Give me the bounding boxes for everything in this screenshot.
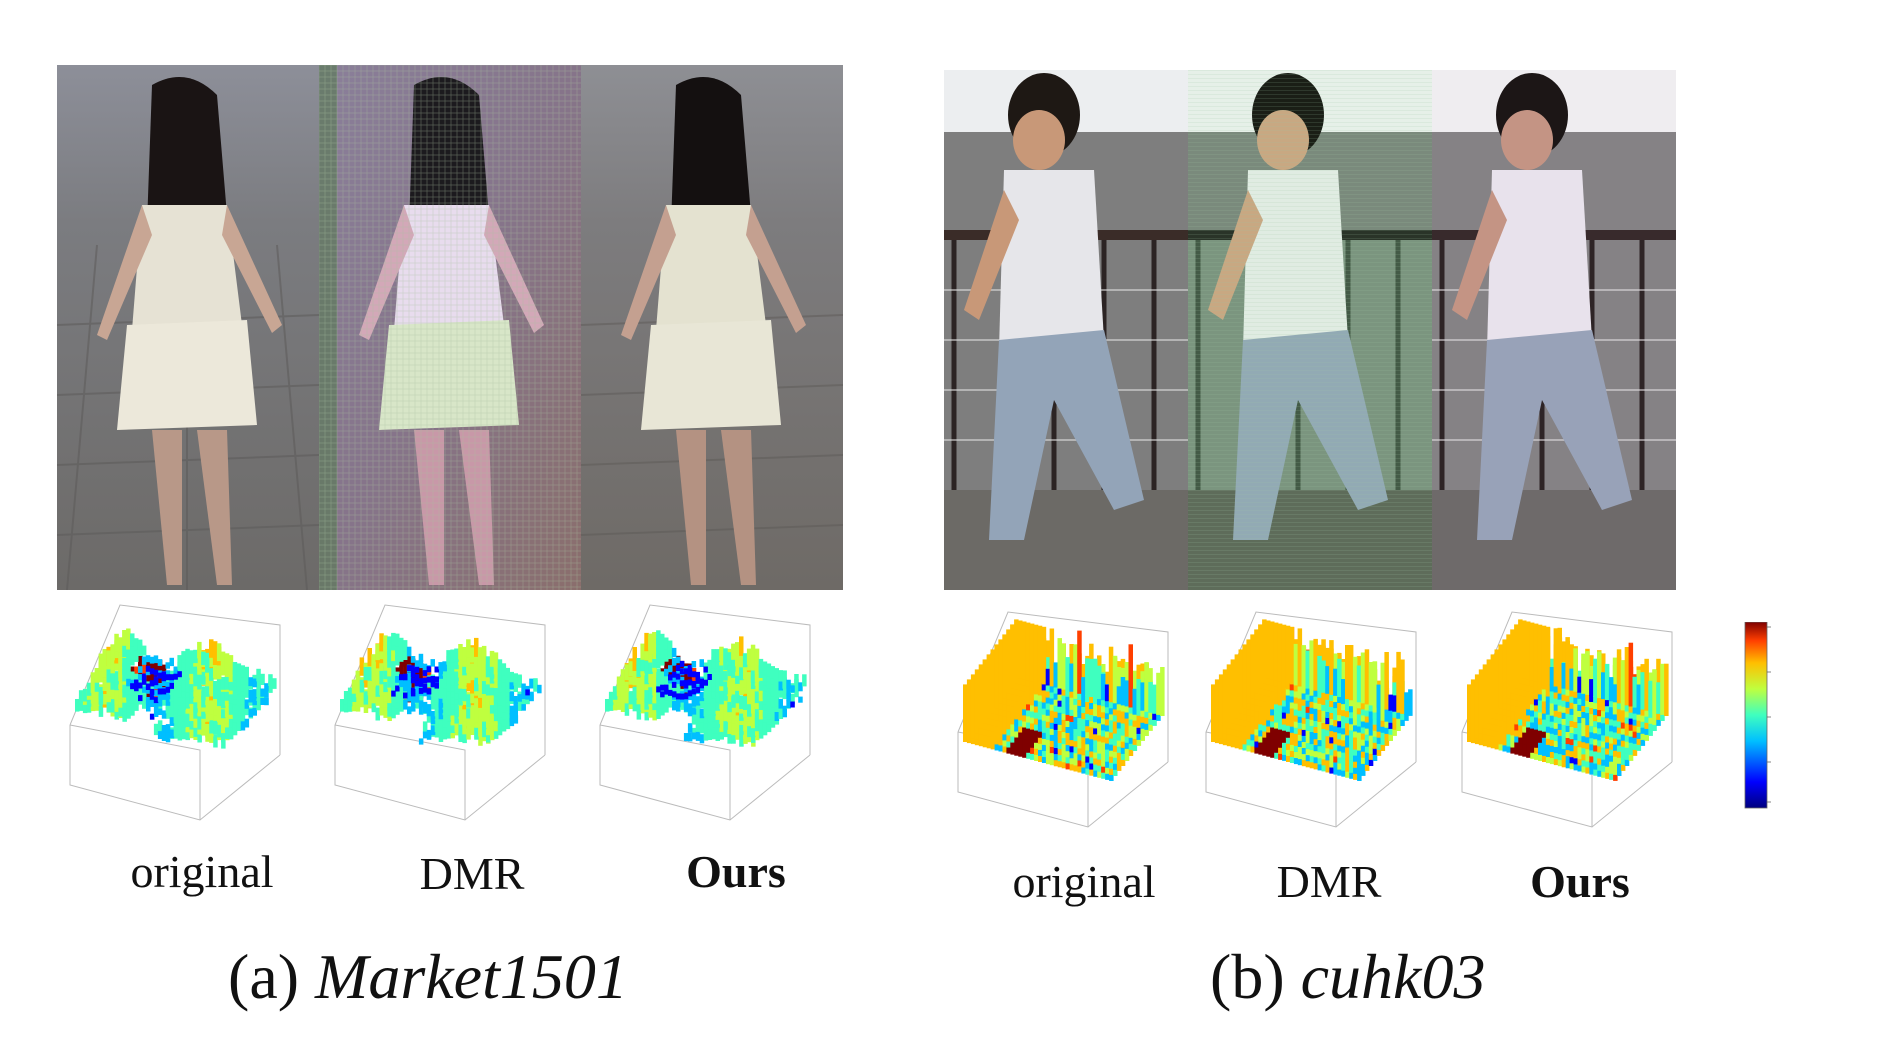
- market1501-caption-dataset: Market1501: [315, 941, 628, 1012]
- cuhk03-ours-photo: [1432, 70, 1676, 590]
- cuhk03-photo-strip: [944, 70, 1676, 590]
- cuhk03-caption-dataset: cuhk03: [1300, 941, 1486, 1012]
- cuhk03-dmr-surface-plot: [1196, 592, 1436, 832]
- market1501-dmr-surface-plot: [325, 585, 565, 825]
- market1501-ours-surface-plot: [590, 585, 830, 825]
- market1501-original-surface-plot: [60, 585, 300, 825]
- cuhk03-ours-surface-plot: [1452, 592, 1692, 832]
- market1501-method-label-dmr: DMR: [419, 848, 525, 899]
- market1501-original-photo: [57, 65, 319, 590]
- panel-cuhk03: original DMR Ours (b) cuhk03: [900, 0, 1883, 1046]
- cuhk03-method-label-original: original: [1012, 856, 1156, 907]
- cuhk03-original-photo: [944, 70, 1188, 590]
- panel-market1501: original DMR Ours (a) Market1501: [0, 0, 900, 1046]
- market1501-caption: (a) Market1501: [228, 940, 628, 1014]
- colormap-colorbar: [1743, 621, 1793, 817]
- cuhk03-caption: (b) cuhk03: [1210, 940, 1485, 1014]
- cuhk03-method-label-ours: Ours: [1530, 856, 1630, 907]
- market1501-photo-strip: [57, 65, 843, 590]
- market1501-method-label-ours: Ours: [686, 846, 786, 897]
- cuhk03-dmr-photo: [1188, 70, 1432, 590]
- market1501-method-label-original: original: [130, 846, 274, 897]
- cuhk03-caption-prefix: (b): [1210, 941, 1285, 1012]
- market1501-dmr-photo: [319, 65, 581, 590]
- cuhk03-original-surface-plot: [948, 592, 1188, 832]
- market1501-ours-photo: [581, 65, 843, 590]
- cuhk03-method-label-dmr: DMR: [1276, 856, 1382, 907]
- market1501-caption-prefix: (a): [228, 941, 300, 1012]
